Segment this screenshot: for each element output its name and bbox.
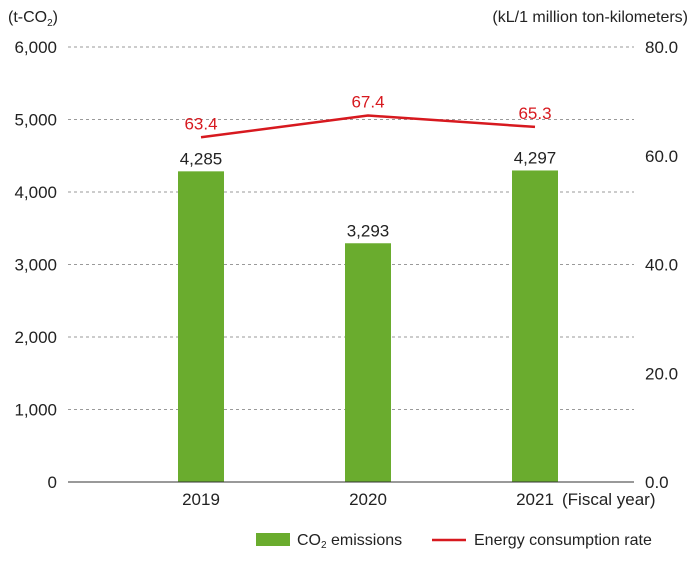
- line-data-label: 67.4: [351, 93, 384, 112]
- left-tick-label: 4,000: [14, 183, 57, 202]
- legend-swatch-co2: [256, 533, 290, 546]
- left-tick-label: 6,000: [14, 38, 57, 57]
- axis-layer: 0 1,000 2,000 3,000 4,000 5,000 6,000 0.0 20.0 40…: [14, 38, 678, 509]
- bar-co2-2021: [512, 170, 558, 482]
- x-tick-label: 2020: [349, 490, 387, 509]
- bar-data-label: 3,293: [347, 221, 390, 240]
- left-tick-label: 5,000: [14, 111, 57, 130]
- line-data-label: 65.3: [518, 104, 551, 123]
- line-layer: 63.4 67.4 65.3: [184, 93, 552, 139]
- left-tick-label: 0: [48, 473, 57, 492]
- bar-co2-2019: [178, 171, 224, 482]
- legend-label-co2: CO2 emissions: [297, 532, 402, 551]
- right-tick-label: 60.0: [645, 147, 678, 166]
- right-tick-label: 40.0: [645, 256, 678, 275]
- left-axis-unit: (t-CO2): [8, 9, 58, 29]
- left-tick-label: 2,000: [14, 328, 57, 347]
- right-tick-label: 20.0: [645, 364, 678, 383]
- x-tick-label: 2019: [182, 490, 220, 509]
- bar-data-label: 4,297: [514, 148, 557, 167]
- bar-layer: 4,285 3,293 4,297: [178, 148, 558, 482]
- bar-co2-2020: [345, 243, 391, 482]
- x-axis-suffix: (Fiscal year): [562, 490, 656, 509]
- x-tick-label: 2021: [516, 490, 554, 509]
- energy-rate-line: [200, 114, 536, 139]
- bar-data-label: 4,285: [180, 149, 223, 168]
- left-tick-label: 3,000: [14, 256, 57, 275]
- right-tick-label: 0.0: [645, 473, 669, 492]
- legend-label-energy: Energy consumption rate: [474, 532, 652, 549]
- right-tick-label: 80.0: [645, 38, 678, 57]
- right-axis-unit: (kL/1 million ton-kilometers): [492, 9, 688, 26]
- left-tick-label: 1,000: [14, 401, 57, 420]
- legend: CO2 emissions Energy consumption rate: [256, 532, 652, 551]
- line-data-label: 63.4: [184, 114, 217, 133]
